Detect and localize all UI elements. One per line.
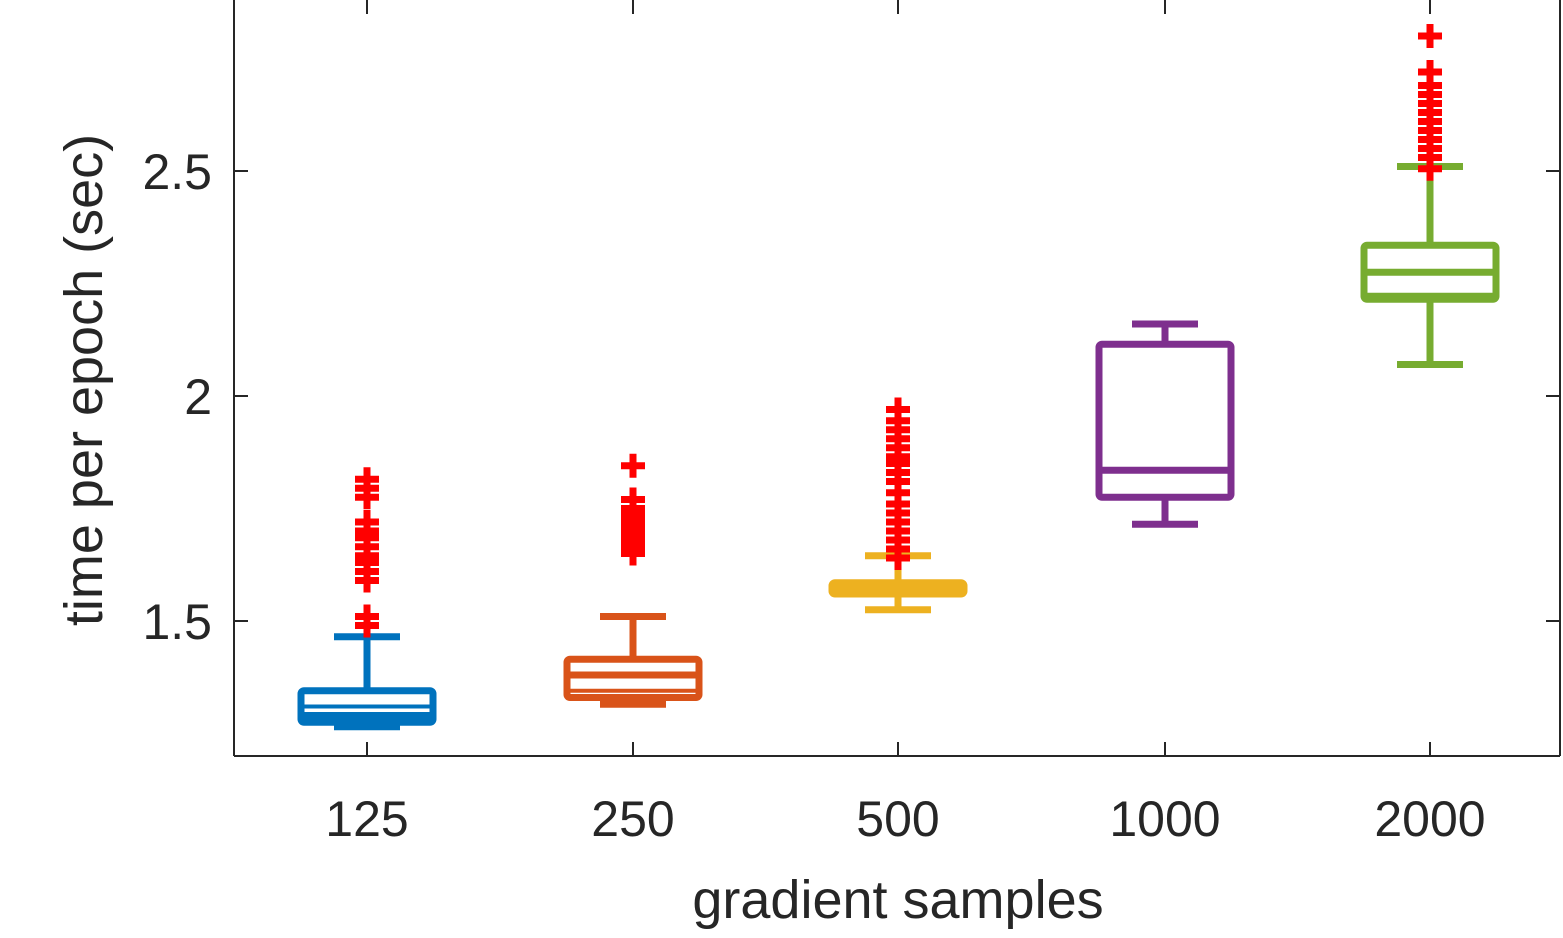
outlier-marker [1418,24,1442,48]
outliers-layer [355,24,1442,638]
x-tick-label: 1000 [1109,791,1220,847]
y-tick-label: 1.5 [142,594,212,650]
outlier-marker [1418,60,1442,84]
y-axis-title: time per epoch (sec) [54,134,114,626]
x-tick-label: 2000 [1374,791,1485,847]
y-tick-label: 2.5 [142,144,212,200]
axes-layer [233,0,1561,757]
iqr-box [1095,340,1235,501]
outlier-marker [621,453,645,478]
x-tick-label: 500 [856,791,939,847]
x-tick-label: 125 [325,791,408,847]
outlier-marker [621,487,645,512]
outlier-marker [355,510,379,534]
x-tick-label: 250 [591,791,674,847]
y-tick-label: 2 [184,369,212,425]
tick-labels: 125 250 500 1000 2000 1.5 2 2.5 [142,144,1485,847]
box-250 [563,613,703,708]
box-1000 [1095,320,1235,528]
boxes-layer [297,163,1500,731]
outlier-marker [886,397,910,422]
outlier-marker [355,467,379,492]
x-axis-title: gradient samples [692,870,1103,930]
outlier-marker [355,604,379,629]
